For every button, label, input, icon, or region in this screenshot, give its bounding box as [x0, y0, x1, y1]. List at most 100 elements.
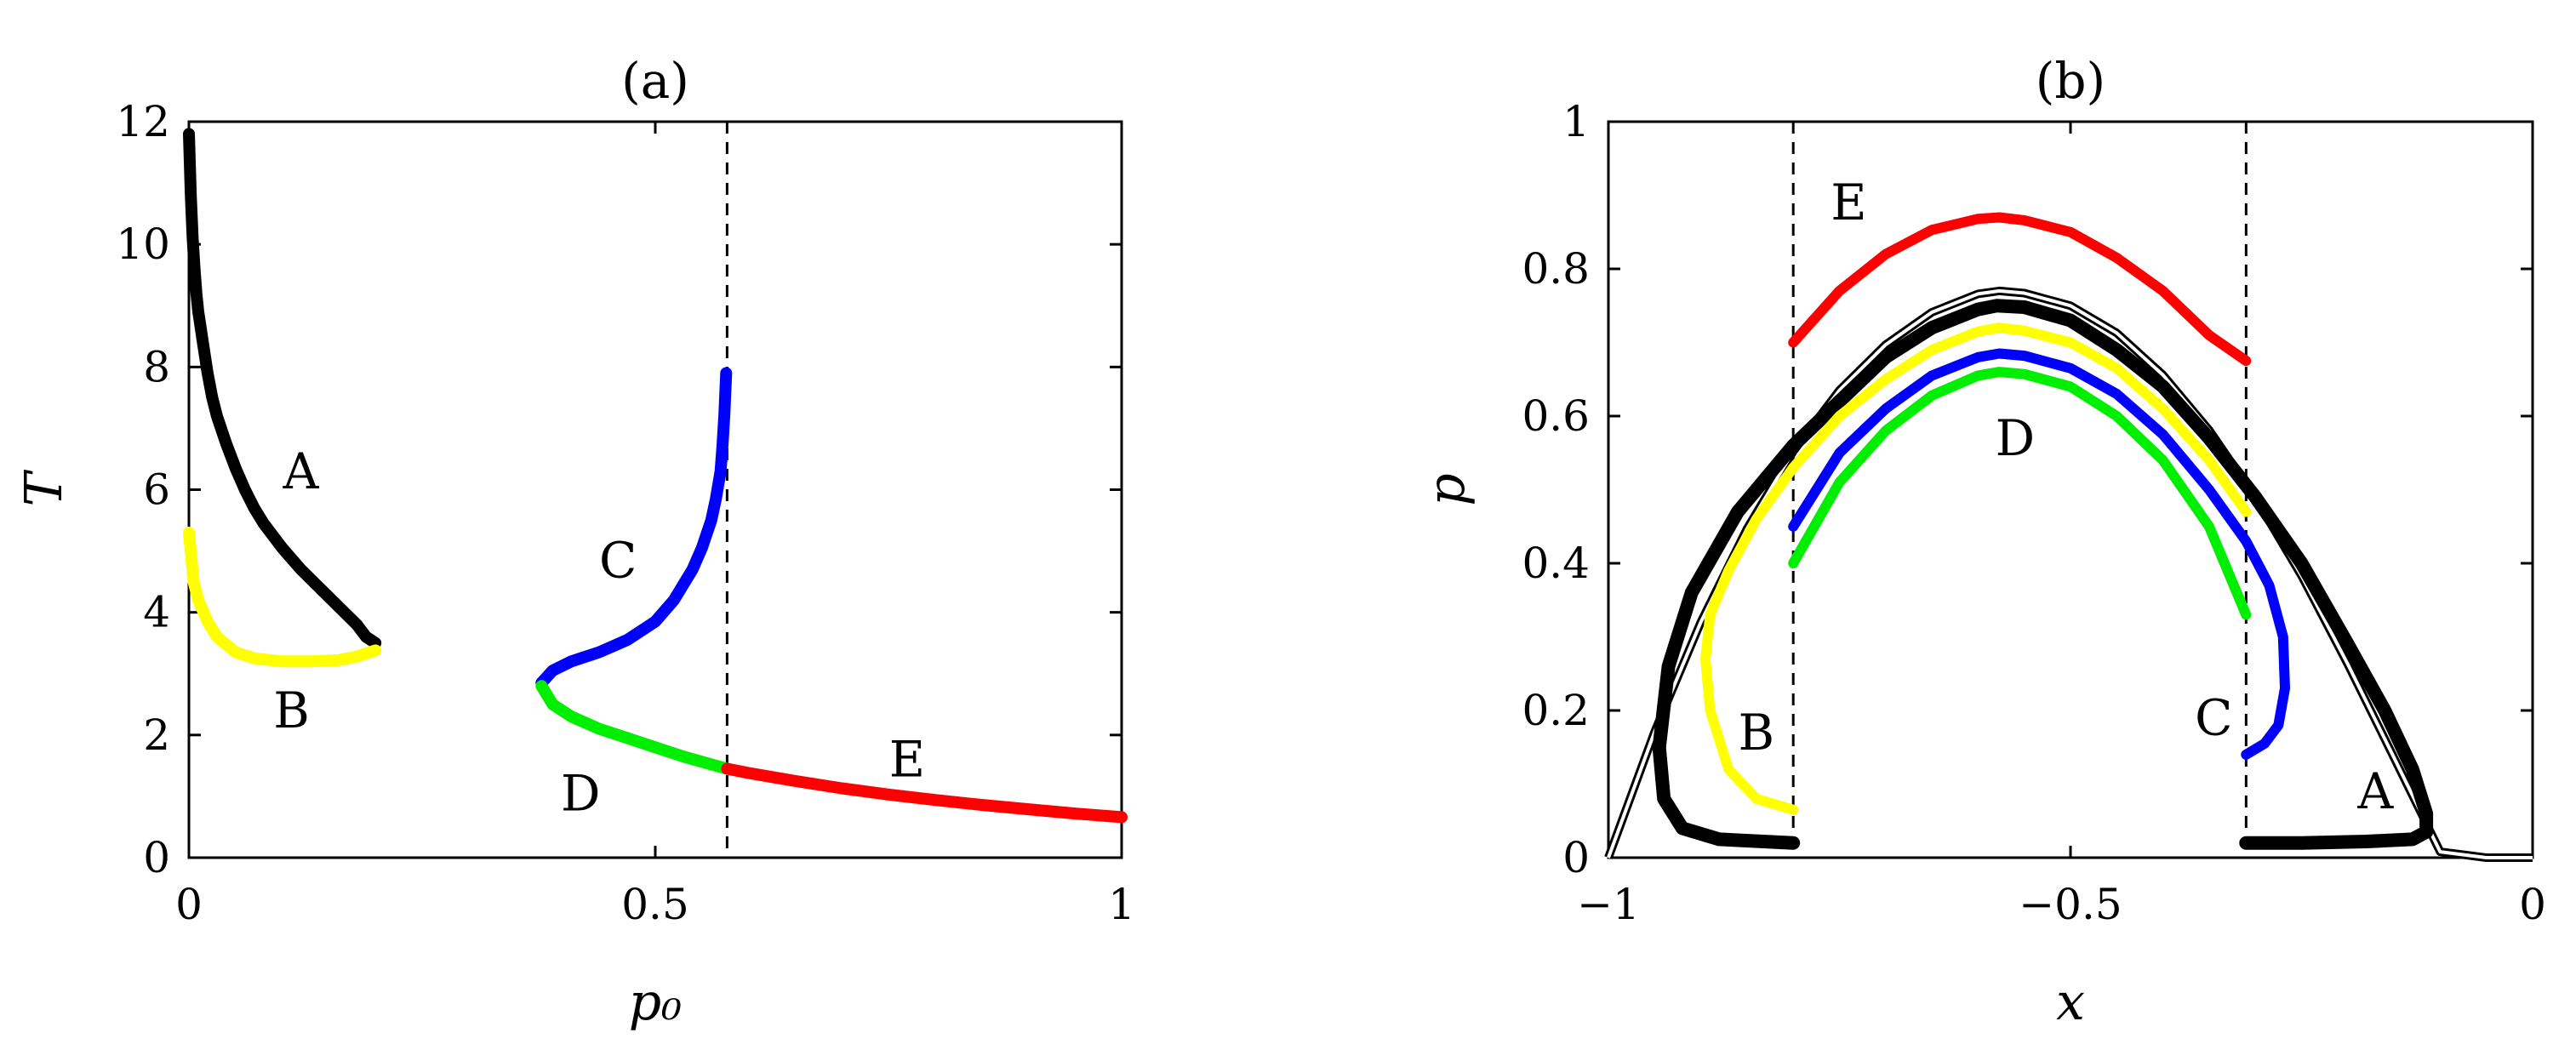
- series-B: [183, 527, 382, 668]
- data-point: [184, 527, 194, 538]
- data-point: [719, 411, 730, 421]
- series-line-C: [1788, 348, 2290, 760]
- y-tick-label: 0: [1562, 833, 1590, 882]
- x-tick-label: −1: [1577, 880, 1640, 929]
- data-point: [361, 631, 372, 642]
- y-tick-label: 1: [1562, 97, 1590, 146]
- x-axis-label: x: [2056, 973, 2085, 1032]
- series-line-A: [183, 128, 382, 649]
- data-point: [333, 654, 344, 665]
- x-tick-label: −0.5: [2019, 880, 2122, 929]
- series-line-E: [721, 762, 1128, 824]
- data-point: [705, 759, 717, 770]
- data-point: [351, 619, 363, 630]
- y-tick-label: 10: [116, 220, 170, 269]
- series-line-D: [535, 680, 734, 775]
- data-point: [192, 306, 203, 317]
- data-point: [188, 576, 199, 587]
- x-tick-label: 0.5: [621, 880, 689, 929]
- y-tick-label: 0.2: [1522, 686, 1590, 735]
- curve-label: E: [889, 731, 925, 789]
- data-point: [230, 647, 241, 658]
- panel-b-chart: −1 −0.5 0 0 0.2 0.4 0.6 0.8 1 E D B C A (b) x p: [1417, 52, 2546, 1032]
- curve-label: C: [599, 531, 637, 589]
- data-point: [1023, 804, 1034, 815]
- data-point: [622, 635, 633, 646]
- data-point: [305, 656, 316, 667]
- data-point: [536, 681, 547, 692]
- data-point: [668, 595, 679, 606]
- curve-label: B: [273, 682, 310, 739]
- data-point: [258, 518, 269, 529]
- y-tick-label: 12: [116, 97, 170, 146]
- data-point: [333, 601, 344, 612]
- series-C: [535, 367, 733, 689]
- data-point: [721, 368, 732, 379]
- data-point: [184, 128, 194, 140]
- data-point: [696, 542, 707, 553]
- data-point: [837, 783, 848, 794]
- data-point: [186, 190, 197, 201]
- series-line-B: [1700, 322, 2252, 815]
- separatrix-outline: [1604, 286, 2533, 862]
- data-point: [248, 503, 260, 514]
- data-point: [976, 800, 987, 811]
- data-point: [207, 392, 218, 403]
- y-tick-label: 8: [143, 342, 170, 391]
- y-axis-label: p: [1417, 473, 1476, 505]
- data-point: [230, 463, 241, 474]
- y-tick-label: 0.4: [1522, 539, 1590, 588]
- data-point: [277, 656, 288, 667]
- data-point: [705, 515, 717, 526]
- data-point: [594, 723, 605, 734]
- y-tick-label: 4: [143, 588, 170, 637]
- data-point: [202, 368, 213, 379]
- curve-label: D: [561, 764, 601, 822]
- curve-label: B: [1738, 704, 1774, 762]
- series-A: [183, 128, 382, 649]
- data-point: [1070, 808, 1081, 819]
- data-point: [790, 775, 801, 786]
- curve-label: E: [1831, 174, 1866, 231]
- data-point: [566, 656, 577, 667]
- data-point: [211, 631, 222, 642]
- series-line-E: [1788, 212, 2252, 367]
- curve-label: D: [1996, 409, 2036, 467]
- data-point: [202, 616, 213, 627]
- data-point: [239, 484, 250, 495]
- data-point: [314, 582, 325, 593]
- series-D: [535, 680, 734, 775]
- data-point: [547, 699, 558, 710]
- y-tick-label: 0.8: [1522, 244, 1590, 294]
- data-point: [1117, 812, 1127, 823]
- y-tick-label: 2: [143, 710, 170, 760]
- curve-label: A: [2356, 762, 2394, 820]
- data-point: [677, 751, 688, 762]
- data-point: [883, 789, 894, 800]
- data-point: [650, 742, 660, 753]
- data-point: [211, 411, 222, 421]
- data-point: [929, 795, 940, 806]
- series-E: [721, 762, 1128, 824]
- data-point: [195, 318, 206, 329]
- curve-label: A: [283, 442, 320, 500]
- data-point: [192, 595, 203, 606]
- series-line-A: [1652, 299, 2434, 850]
- data-point: [189, 264, 200, 274]
- y-tick-label: 0: [143, 833, 170, 882]
- panel-title: (b): [2036, 52, 2105, 110]
- panel-title: (a): [621, 52, 689, 110]
- x-axis-label: p₀: [629, 973, 682, 1032]
- x-tick-label: 1: [1108, 880, 1135, 929]
- data-point: [743, 767, 754, 779]
- data-point: [722, 763, 733, 774]
- data-point: [187, 232, 198, 243]
- x-tick-label: 0: [2519, 880, 2546, 929]
- separatrix-line: [1607, 288, 2533, 859]
- data-point: [197, 337, 208, 348]
- data-point: [715, 465, 726, 476]
- data-point: [717, 442, 728, 453]
- series-line-D: [1788, 367, 2252, 620]
